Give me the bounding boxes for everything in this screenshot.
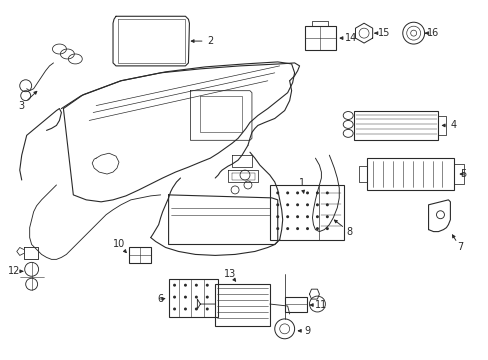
Text: 6: 6 — [157, 294, 163, 304]
Circle shape — [276, 227, 279, 230]
Circle shape — [305, 215, 308, 218]
Circle shape — [205, 307, 208, 310]
Bar — [304, 26, 336, 50]
Circle shape — [173, 307, 176, 310]
Text: 12: 12 — [8, 266, 20, 276]
Text: 3: 3 — [19, 100, 25, 111]
Circle shape — [325, 203, 328, 206]
Circle shape — [285, 215, 288, 218]
Text: 15: 15 — [377, 28, 389, 38]
Circle shape — [296, 215, 299, 218]
Text: 1: 1 — [298, 178, 304, 188]
Circle shape — [205, 284, 208, 287]
Text: 16: 16 — [427, 28, 439, 38]
Circle shape — [296, 227, 299, 230]
Circle shape — [315, 215, 318, 218]
Circle shape — [276, 215, 279, 218]
Text: 8: 8 — [346, 226, 351, 237]
Circle shape — [305, 227, 308, 230]
Circle shape — [173, 284, 176, 287]
Circle shape — [276, 203, 279, 206]
Bar — [353, 111, 438, 140]
Text: 5: 5 — [459, 169, 466, 179]
Text: 11: 11 — [315, 300, 327, 310]
Bar — [284, 297, 306, 312]
Circle shape — [296, 203, 299, 206]
Bar — [366, 158, 453, 190]
Circle shape — [183, 284, 186, 287]
Text: 14: 14 — [345, 33, 357, 43]
Circle shape — [183, 307, 186, 310]
Circle shape — [195, 296, 198, 298]
Circle shape — [315, 203, 318, 206]
Circle shape — [325, 215, 328, 218]
Bar — [215, 284, 269, 326]
Text: 13: 13 — [224, 269, 236, 279]
Text: 4: 4 — [449, 121, 455, 130]
Bar — [269, 185, 344, 239]
Circle shape — [285, 192, 288, 194]
Bar — [129, 247, 150, 264]
Bar — [168, 279, 218, 317]
Circle shape — [325, 227, 328, 230]
Circle shape — [276, 192, 279, 194]
Circle shape — [183, 296, 186, 298]
Circle shape — [315, 227, 318, 230]
Text: 2: 2 — [207, 36, 213, 46]
Circle shape — [296, 192, 299, 194]
Circle shape — [325, 192, 328, 194]
Circle shape — [315, 192, 318, 194]
Text: 9: 9 — [304, 326, 310, 336]
Circle shape — [173, 296, 176, 298]
Circle shape — [195, 284, 198, 287]
Text: 10: 10 — [113, 239, 125, 249]
Circle shape — [305, 192, 308, 194]
Circle shape — [205, 296, 208, 298]
Circle shape — [195, 307, 198, 310]
Circle shape — [305, 203, 308, 206]
Text: 7: 7 — [456, 243, 463, 252]
Circle shape — [285, 203, 288, 206]
Circle shape — [285, 227, 288, 230]
